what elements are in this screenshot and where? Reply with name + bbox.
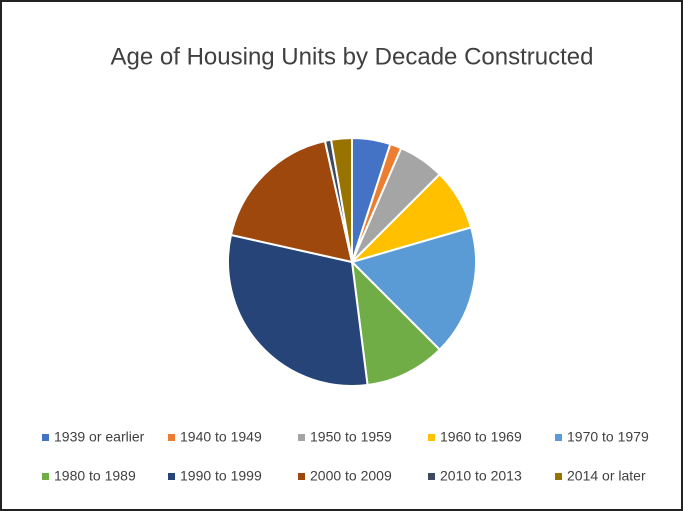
legend-label: 1940 to 1949 <box>180 429 262 445</box>
pie-slice <box>229 139 354 264</box>
legend-swatch <box>42 434 49 441</box>
legend-label: 2010 to 2013 <box>440 468 522 484</box>
legend-swatch <box>555 473 562 480</box>
legend-swatch <box>298 434 305 441</box>
legend-label: 1990 to 1999 <box>180 468 262 484</box>
legend-label: 1939 or earlier <box>54 429 145 445</box>
legend-swatch <box>555 434 562 441</box>
pie-slice <box>350 259 442 387</box>
legend-label: 2000 to 2009 <box>310 468 392 484</box>
legend-swatch <box>168 473 175 480</box>
legend-swatch <box>428 473 435 480</box>
pie-slice <box>227 233 369 387</box>
chart-title: Age of Housing Units by Decade Construct… <box>111 43 594 70</box>
legend-label: 1980 to 1989 <box>54 468 136 484</box>
legend-swatch <box>298 473 305 480</box>
legend-swatch <box>168 434 175 441</box>
legend-label: 1970 to 1979 <box>567 429 649 445</box>
legend-label: 1950 to 1959 <box>310 429 392 445</box>
legend-label: 1960 to 1969 <box>440 429 522 445</box>
legend-swatch <box>42 473 49 480</box>
pie-slice <box>329 136 353 263</box>
legend-swatch <box>428 434 435 441</box>
pie-slice <box>350 226 477 352</box>
legend-label: 2014 or later <box>567 468 646 484</box>
